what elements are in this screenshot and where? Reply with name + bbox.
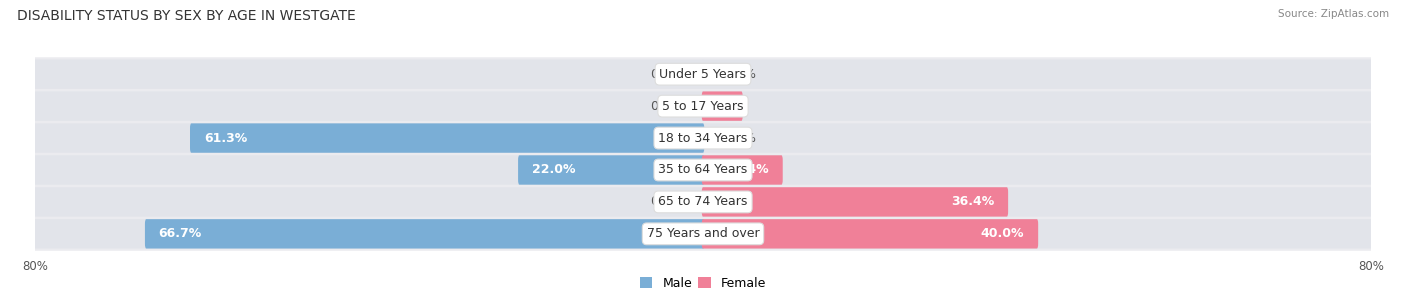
FancyBboxPatch shape	[702, 219, 1372, 249]
FancyBboxPatch shape	[145, 219, 704, 249]
FancyBboxPatch shape	[702, 92, 742, 121]
FancyBboxPatch shape	[34, 155, 704, 185]
Text: DISABILITY STATUS BY SEX BY AGE IN WESTGATE: DISABILITY STATUS BY SEX BY AGE IN WESTG…	[17, 9, 356, 23]
Text: 61.3%: 61.3%	[204, 131, 247, 145]
FancyBboxPatch shape	[702, 59, 1372, 89]
Text: 0.0%: 0.0%	[650, 100, 682, 113]
Text: 36.4%: 36.4%	[950, 196, 994, 208]
FancyBboxPatch shape	[517, 155, 704, 185]
FancyBboxPatch shape	[25, 57, 1381, 91]
Text: Under 5 Years: Under 5 Years	[659, 68, 747, 81]
FancyBboxPatch shape	[25, 89, 1381, 123]
FancyBboxPatch shape	[34, 59, 704, 89]
Text: 5 to 17 Years: 5 to 17 Years	[662, 100, 744, 113]
Text: Source: ZipAtlas.com: Source: ZipAtlas.com	[1278, 9, 1389, 19]
Text: 0.0%: 0.0%	[724, 68, 756, 81]
FancyBboxPatch shape	[702, 123, 1372, 153]
Text: 35 to 64 Years: 35 to 64 Years	[658, 163, 748, 177]
FancyBboxPatch shape	[702, 155, 783, 185]
FancyBboxPatch shape	[34, 123, 704, 153]
FancyBboxPatch shape	[702, 187, 1008, 217]
Text: 0.0%: 0.0%	[650, 68, 682, 81]
FancyBboxPatch shape	[34, 187, 704, 217]
FancyBboxPatch shape	[190, 123, 704, 153]
FancyBboxPatch shape	[702, 92, 1372, 121]
FancyBboxPatch shape	[34, 219, 704, 249]
Text: 22.0%: 22.0%	[531, 163, 575, 177]
FancyBboxPatch shape	[702, 219, 1038, 249]
FancyBboxPatch shape	[25, 217, 1381, 251]
FancyBboxPatch shape	[25, 185, 1381, 219]
FancyBboxPatch shape	[34, 92, 704, 121]
Text: 66.7%: 66.7%	[159, 227, 202, 240]
Legend: Male, Female: Male, Female	[636, 272, 770, 295]
Text: 4.6%: 4.6%	[695, 100, 728, 113]
FancyBboxPatch shape	[25, 121, 1381, 155]
FancyBboxPatch shape	[702, 187, 1372, 217]
Text: 18 to 34 Years: 18 to 34 Years	[658, 131, 748, 145]
Text: 65 to 74 Years: 65 to 74 Years	[658, 196, 748, 208]
FancyBboxPatch shape	[25, 153, 1381, 187]
Text: 9.4%: 9.4%	[734, 163, 769, 177]
Text: 40.0%: 40.0%	[981, 227, 1025, 240]
FancyBboxPatch shape	[702, 155, 1372, 185]
Text: 75 Years and over: 75 Years and over	[647, 227, 759, 240]
Text: 0.0%: 0.0%	[724, 131, 756, 145]
Text: 0.0%: 0.0%	[650, 196, 682, 208]
